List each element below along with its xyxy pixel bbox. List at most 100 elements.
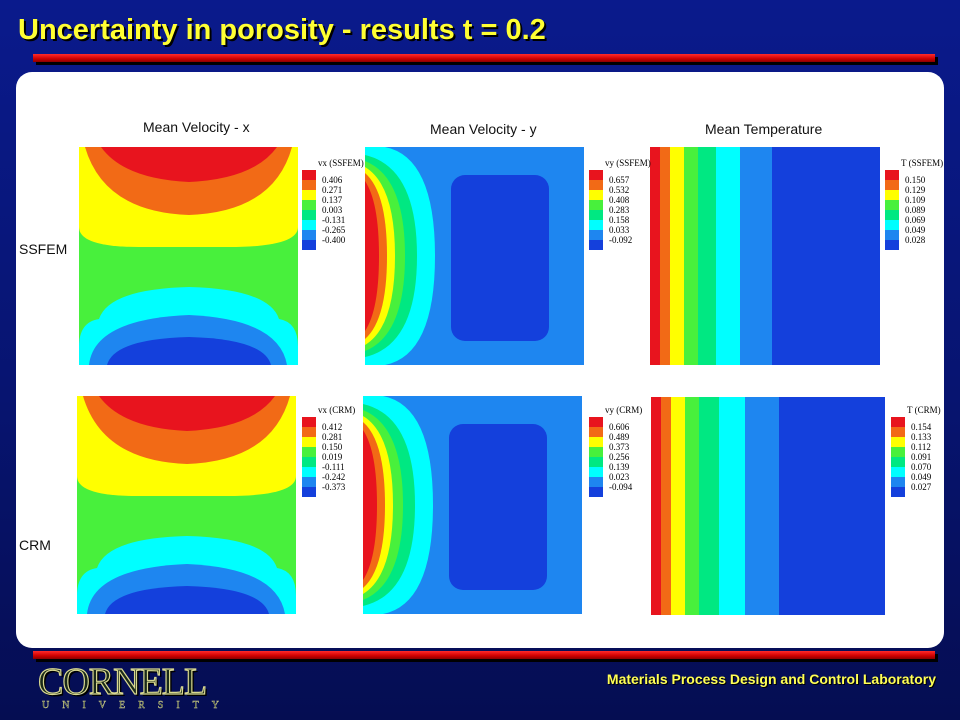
legend-level: 0.069 <box>885 210 960 225</box>
legend-level: -0.092 <box>589 230 669 245</box>
legend-level: 0.657 <box>589 170 669 185</box>
legend-value: 0.373 <box>609 442 630 452</box>
plot-vy-ssfem <box>365 147 584 365</box>
legend-value: 0.112 <box>911 442 931 452</box>
legend-title: T (SSFEM) <box>901 158 944 168</box>
legend-level: 0.271 <box>302 180 382 195</box>
legend-swatch <box>589 190 603 200</box>
legend-level: -0.373 <box>302 477 382 492</box>
legend-swatch <box>891 427 905 437</box>
legend-swatch <box>891 487 905 497</box>
legend-level: 0.049 <box>885 220 960 235</box>
legend-value: 0.070 <box>911 462 932 472</box>
legend-swatch <box>589 220 603 230</box>
legend-level: 0.133 <box>891 427 960 442</box>
legend-swatch <box>302 437 316 447</box>
legend-level <box>302 240 382 250</box>
legend-value: 0.408 <box>609 195 630 205</box>
plot-vy-crm <box>363 396 582 614</box>
legend-level: -0.131 <box>302 210 382 225</box>
legend-level: 0.109 <box>885 190 960 205</box>
legend-swatch <box>885 190 899 200</box>
legend-level: 0.281 <box>302 427 382 442</box>
legend-level: 0.028 <box>885 230 960 245</box>
legend-title: vy (CRM) <box>605 405 643 415</box>
legend-swatch <box>589 447 603 457</box>
legend-swatch <box>302 487 316 497</box>
legend-level: 0.256 <box>589 447 669 462</box>
legend-value: 0.150 <box>905 175 926 185</box>
legend-swatch <box>302 170 316 180</box>
legend-level: -0.242 <box>302 467 382 482</box>
legend-level: 0.089 <box>885 200 960 215</box>
legend-value: -0.265 <box>322 225 346 235</box>
lab-name: Materials Process Design and Control Lab… <box>606 671 936 687</box>
legend-level: 0.150 <box>885 170 960 185</box>
legend-value: 0.406 <box>322 175 343 185</box>
legend-level: 0.283 <box>589 200 669 215</box>
legend-level: 0.129 <box>885 180 960 195</box>
legend-value: 0.091 <box>911 452 932 462</box>
legend-swatch <box>302 200 316 210</box>
legend-value: 0.089 <box>905 205 926 215</box>
legend-level: 0.027 <box>891 477 960 492</box>
legend-value: 0.028 <box>905 235 926 245</box>
plot-temperature-crm <box>651 397 885 615</box>
legend-level: 0.049 <box>891 467 960 482</box>
plot-vx-ssfem <box>79 147 298 365</box>
legend-swatch <box>589 230 603 240</box>
legend-swatch <box>885 200 899 210</box>
legend-level: 0.154 <box>891 417 960 432</box>
legend-swatch <box>302 210 316 220</box>
legend-swatch <box>885 170 899 180</box>
legend-level: 0.003 <box>302 200 382 215</box>
row-label-crm: CRM <box>19 537 51 553</box>
legend-value: 0.281 <box>322 432 343 442</box>
legend-value: 0.271 <box>322 185 343 195</box>
legend-value: 0.109 <box>905 195 926 205</box>
legend-value: 0.256 <box>609 452 630 462</box>
legend-swatch <box>302 427 316 437</box>
legend-swatch <box>885 210 899 220</box>
legend-swatch <box>302 180 316 190</box>
legend-value: 0.283 <box>609 205 630 215</box>
slide-title: Uncertainty in porosity - results t = 0.… <box>18 14 546 46</box>
legend-swatch <box>302 457 316 467</box>
plot-vx-crm <box>77 396 296 614</box>
legend-level: 0.373 <box>589 437 669 452</box>
plot-temperature-ssfem <box>650 147 880 365</box>
legend-value: 0.158 <box>609 215 630 225</box>
legend-swatch <box>891 467 905 477</box>
legend-swatch <box>891 477 905 487</box>
legend-level: 0.158 <box>589 210 669 225</box>
legend-swatch <box>891 417 905 427</box>
legend-swatch <box>891 437 905 447</box>
legend-value: -0.092 <box>609 235 633 245</box>
legend-level: 0.019 <box>302 447 382 462</box>
legend-swatch <box>589 427 603 437</box>
legend-value: 0.023 <box>609 472 630 482</box>
legend-swatch <box>589 467 603 477</box>
legend-value: 0.069 <box>905 215 926 225</box>
legend-title: vx (CRM) <box>318 405 356 415</box>
legend-value: 0.139 <box>609 462 630 472</box>
legend-swatch <box>302 447 316 457</box>
legend-swatch <box>589 477 603 487</box>
legend-swatch <box>302 477 316 487</box>
legend-swatch <box>302 467 316 477</box>
legend-value: 0.137 <box>322 195 343 205</box>
legend-swatch <box>302 240 316 250</box>
legend-value: 0.133 <box>911 432 932 442</box>
legend-level: 0.412 <box>302 417 382 432</box>
legend-swatch <box>885 180 899 190</box>
column-label-temperature: Mean Temperature <box>705 121 823 137</box>
legend-value: 0.019 <box>322 452 343 462</box>
legend-swatch <box>589 417 603 427</box>
legend-level: 0.406 <box>302 170 382 185</box>
legend-level: -0.400 <box>302 230 382 245</box>
legend-value: 0.489 <box>609 432 630 442</box>
legend-value: -0.094 <box>609 482 633 492</box>
legend-swatch <box>302 417 316 427</box>
legend-value: 0.412 <box>322 422 343 432</box>
legend-level <box>302 487 382 497</box>
